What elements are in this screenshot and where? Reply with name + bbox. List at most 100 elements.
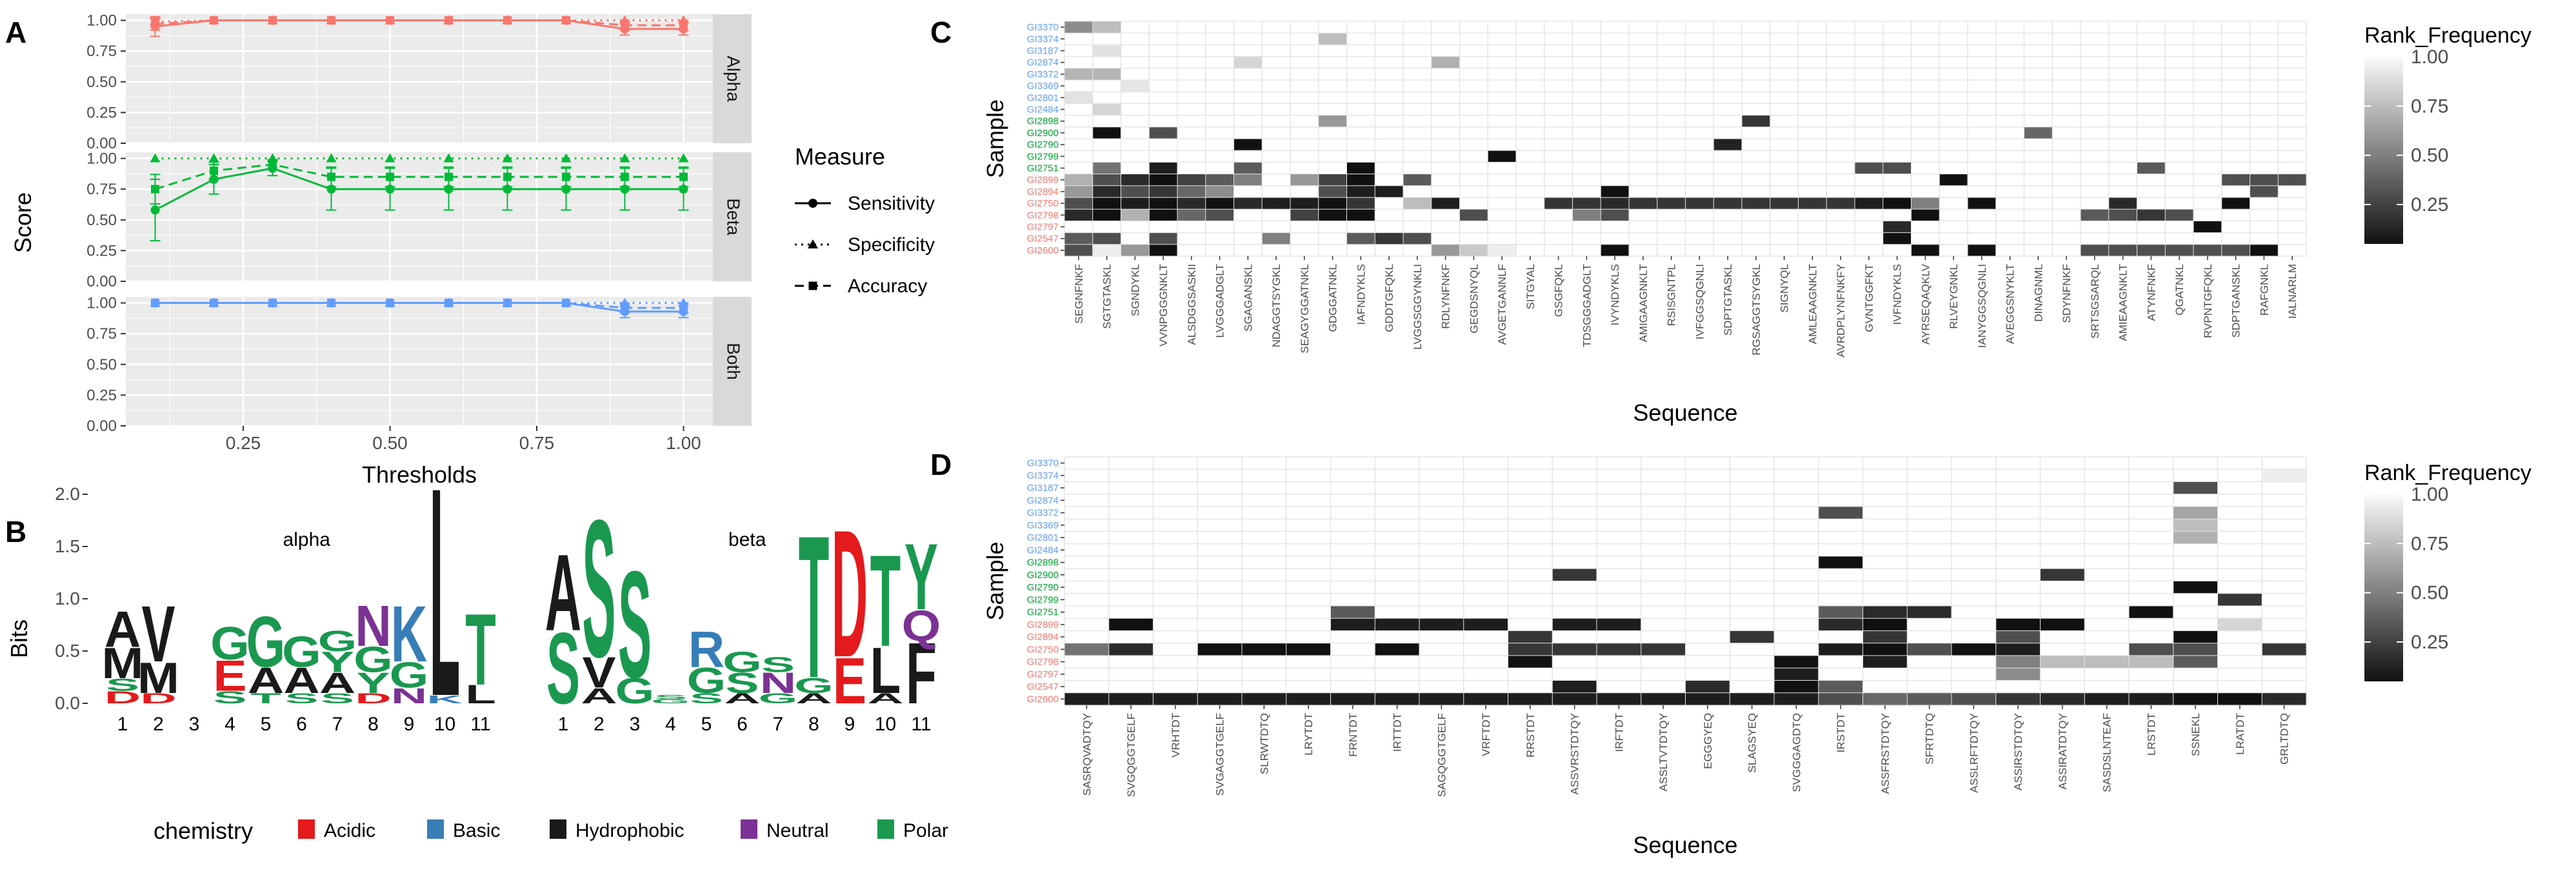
heatmap-cell (1601, 197, 1629, 209)
x-tick-label: 1.00 (666, 433, 701, 453)
heatmap-cell (1331, 618, 1375, 630)
legend-label: Polar (903, 820, 948, 841)
logo-letter: A (248, 660, 284, 701)
x-axis-title: Sequence (1633, 832, 1737, 858)
heatmap-cell (1713, 139, 1742, 150)
data-point (678, 153, 689, 163)
heatmap-cell (1419, 693, 1464, 705)
heatmap-cell (1064, 233, 1093, 245)
heatmap-cell (1206, 209, 1233, 221)
column-label: SGTGTASKL (1101, 264, 1113, 329)
heatmap-cell (1375, 618, 1419, 630)
heatmap-cell (1149, 233, 1177, 245)
legend-label: Acidic (324, 820, 375, 841)
legend-tick-label: 0.25 (2411, 194, 2448, 216)
column-label: LRSTDT (2145, 713, 2157, 756)
column-label: GRLTDTQ (2279, 713, 2291, 765)
heatmap-cell (2041, 568, 2084, 581)
heatmap-cell (2109, 197, 2137, 209)
column-label: GDDTGFQKL (1383, 264, 1395, 332)
row-label: GI2898 (1027, 557, 1059, 568)
row-label: GI3372 (1027, 508, 1059, 519)
heatmap-cell (2173, 482, 2217, 494)
data-point (562, 299, 570, 308)
heatmap-cell (1996, 668, 2040, 680)
heatmap-cell (1375, 186, 1403, 197)
series-line-accuracy (155, 302, 684, 309)
heatmap-cell (1064, 21, 1093, 33)
heatmap-cell (1064, 68, 1093, 80)
column-label: SGAGANSKL (1242, 264, 1254, 332)
column-label: SRTSGSARQL (2089, 264, 2101, 339)
heatmap-cell (1573, 197, 1601, 209)
heatmap-cell (1863, 631, 1907, 643)
column-label: IVFGGSQGNLI (1693, 264, 1706, 339)
data-point (562, 172, 570, 181)
x-tick-label: 2 (153, 714, 164, 735)
logo-letter: G (282, 628, 321, 676)
heatmap-cell (2193, 221, 2222, 233)
column-label: SLAGSYEQ (1746, 713, 1759, 773)
column-label: GDGGATNKL (1327, 264, 1339, 332)
heatmap-cell (1153, 693, 1197, 705)
y-tick-label: 2.0 (55, 484, 80, 504)
heatmap-cell (1819, 693, 1862, 705)
logo-letter: D (832, 492, 868, 695)
heatmap-cell (2109, 209, 2137, 221)
data-point (503, 172, 512, 181)
row-label: GI2801 (1027, 92, 1059, 103)
heatmap-cell (1403, 174, 1432, 186)
heatmap-cell (1262, 233, 1290, 245)
heatmap-cell (2173, 507, 2217, 519)
heatmap-cell (1093, 209, 1121, 221)
heatmap-cell (1242, 643, 1286, 656)
data-point (561, 153, 572, 163)
x-tick-label: 5 (261, 714, 272, 735)
heatmap-cell (1177, 209, 1206, 221)
heatmap-cell (2222, 197, 2250, 209)
logo-letter: G (390, 655, 429, 696)
heatmap-cell (1601, 186, 1629, 197)
heatmap-cell (2129, 643, 2173, 656)
heatmap-cell (1597, 618, 1641, 630)
data-point (679, 303, 688, 312)
x-tick-label: 3 (189, 714, 200, 735)
logo-letter: S (725, 667, 759, 699)
y-tick-label: 0.00 (86, 273, 117, 290)
column-label: GEGDSNYQL (1468, 264, 1480, 334)
legend-tick-label: 0.25 (2411, 632, 2448, 653)
heatmap-cell (1863, 618, 1907, 630)
heatmap-cell (1629, 197, 1657, 209)
heatmap-cell (1819, 618, 1862, 630)
row-label: GI3372 (1027, 69, 1059, 80)
column-label: SASRQVADTQY (1081, 713, 1093, 796)
logo-letter: D (105, 688, 141, 707)
logo-letter: G (210, 617, 250, 670)
heatmap-cell (1996, 618, 2040, 630)
heatmap-cell (2173, 519, 2217, 531)
heatmap-cell (1109, 618, 1153, 630)
y-axis-title: Sample (982, 99, 1008, 178)
heatmap-cell (2173, 631, 2217, 643)
column-label: IALNARLM (2286, 264, 2299, 319)
heatmap-cell (1912, 245, 1939, 256)
heatmap-cell (1093, 245, 1121, 256)
logo-letter: S (761, 652, 795, 677)
x-axis-title: Sequence (1633, 399, 1737, 426)
data-point (268, 160, 277, 169)
heatmap-cell (1177, 174, 1206, 186)
heatmap-cell (1907, 606, 1952, 618)
data-point (444, 16, 453, 25)
logo-letter: S (285, 690, 318, 707)
heatmap-cell (1730, 693, 1774, 705)
x-tick-label: 10 (875, 714, 896, 735)
y-tick-label: 1.5 (55, 536, 80, 556)
logo-letter: S (618, 540, 652, 710)
heatmap-cell (2137, 209, 2165, 221)
logo-letter: S (654, 694, 687, 700)
heatmap-cell (1234, 197, 1262, 209)
column-label: QGATNKL (2173, 264, 2186, 316)
logo-letter: A (867, 690, 903, 707)
column-label: LRYTDT (1303, 713, 1315, 756)
column-label: IVFNDYKLS (1892, 264, 1904, 325)
